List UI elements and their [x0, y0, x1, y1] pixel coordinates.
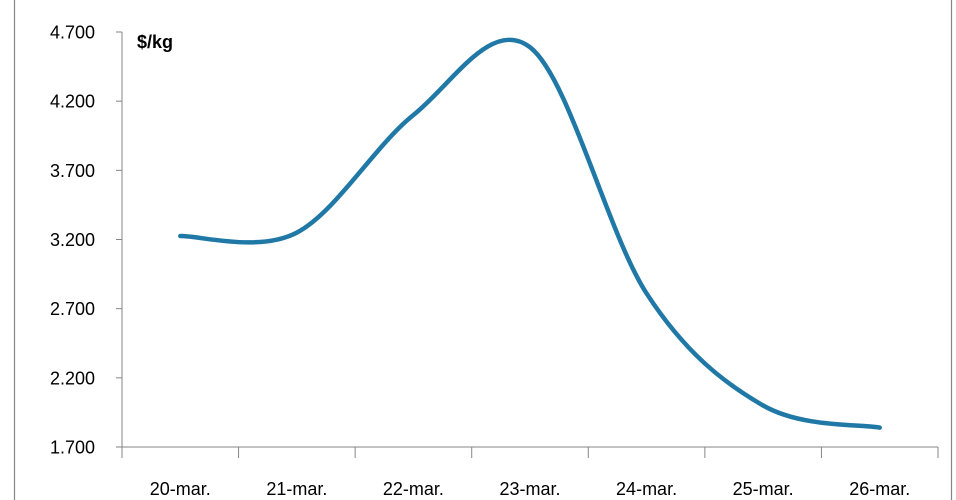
x-tick-label: 26-mar.	[849, 479, 910, 499]
x-tick-label: 24-mar.	[616, 479, 677, 499]
y-tick-label: 2.200	[50, 368, 95, 388]
series-line	[178, 37, 882, 430]
y-tick-label: 3.200	[50, 230, 95, 250]
y-axis-title: $/kg	[137, 32, 173, 52]
x-tick-label: 22-mar.	[383, 479, 444, 499]
y-tick-label: 1.700	[50, 438, 95, 458]
y-tick-label: 2.700	[50, 299, 95, 319]
y-tick-label: 3.700	[50, 161, 95, 181]
chart-frame	[13, 0, 953, 500]
y-tick-label: 4.200	[50, 92, 95, 112]
tick-labels: 1.700 2.200 2.700 3.200 3.700 4.200 4.700 20-ma…	[50, 23, 910, 500]
x-tick-label: 25-mar.	[733, 479, 794, 499]
axes	[116, 31, 939, 458]
y-tick-label: 4.700	[50, 23, 95, 43]
x-tick-label: 21-mar.	[266, 479, 327, 499]
x-tick-label: 20-mar.	[150, 479, 211, 499]
x-tick-label: 23-mar.	[499, 479, 560, 499]
series-group	[178, 37, 882, 430]
